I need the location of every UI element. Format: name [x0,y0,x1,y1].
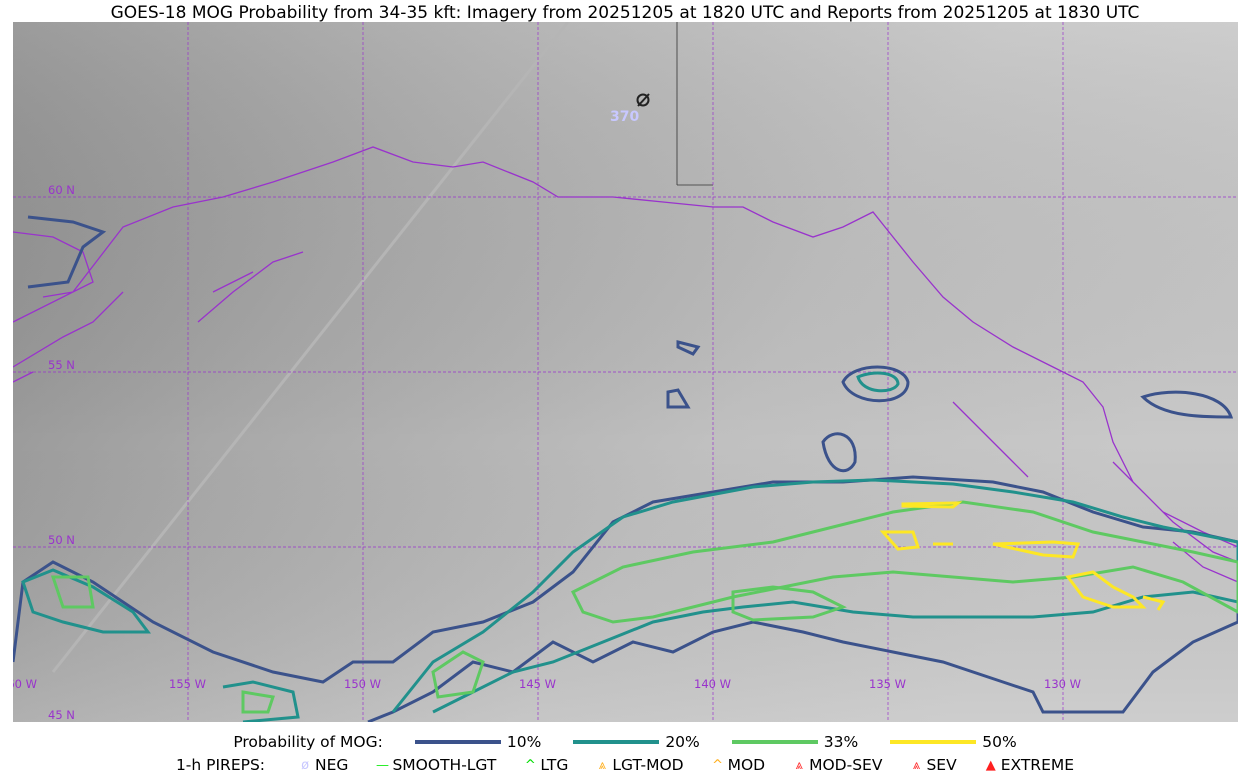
extreme-icon: ▲ [985,757,996,773]
contour-33pct [241,690,275,714]
neg-pirep-icon [636,93,650,107]
contour-50pct [1142,595,1166,611]
legend-label: EXTREME [1000,756,1075,774]
lon-label: 145 W [519,677,556,691]
neg-icon: ø [301,757,310,773]
satellite-map: 370 60 N 55 N 50 N 45 N 160 W 155 W 150 … [13,22,1238,722]
legend-title: 1-h PIREPS: [175,756,266,774]
legend-swatch-10 [414,740,501,744]
legend-label: MOD [727,756,766,774]
legend-label: MOD-SEV [809,756,883,774]
coastline [13,146,1238,583]
lat-label: 45 N [48,708,75,722]
legend-label: SMOOTH-LGT [392,756,497,774]
contour-20pct [391,478,1238,714]
lon-label: 130 W [1044,677,1081,691]
chart-title: GOES-18 MOG Probability from 34-35 kft: … [110,3,1140,23]
contour-10pct [27,215,107,289]
contour-20pct [222,680,300,722]
legend-label: LGT-MOD [612,756,684,774]
contour-10pct [1140,390,1234,419]
contour-10pct [841,365,910,403]
imagery-seam [51,22,570,673]
legend-label: 10% [506,733,542,751]
lon-label: 140 W [694,677,731,691]
legend-swatch-50 [890,740,977,744]
legend-label: SEV [926,756,957,774]
lgt-mod-icon: ⩓ [598,757,607,773]
contour-50pct [1065,570,1147,609]
legend-label: 33% [823,733,859,751]
legend-swatch-33 [731,740,818,744]
contour-33pct [431,650,485,699]
contour-50pct [901,501,963,509]
legend-label: 20% [665,733,700,751]
legend-swatch-20 [573,740,660,744]
pirep-report: 370 [610,93,650,125]
mog-contours [13,215,1238,722]
lon-label: 150 W [344,677,381,691]
contour-10pct [666,340,701,409]
lat-label: 55 N [48,358,75,372]
legend-label: NEG [315,756,349,774]
legend-label: 50% [982,733,1017,751]
mod-icon: ^ [712,757,724,773]
lat-label: 50 N [48,533,75,547]
pirep-legend: 1-h PIREPS: ø NEG — SMOOTH-LGT ^ LTG ⩓ LGT-MOD ^… [0,756,1250,774]
lon-label: 160 W [13,677,37,691]
legend-title: Probability of MOG: [233,733,383,751]
smooth-lgt-icon: — [375,757,389,773]
ltg-icon: ^ [524,757,536,773]
contour-10pct [821,432,857,473]
contour-33pct [570,500,1238,624]
lat-label: 60 N [48,183,75,197]
contour-20pct [856,371,900,393]
mod-sev-icon: ⩓ [795,757,803,773]
lon-label: 135 W [869,677,906,691]
contour-33pct [731,585,847,622]
probability-legend: Probability of MOG: 10% 20% 33% 50% [0,733,1250,751]
report-altitude: 370 [610,109,639,125]
contour-50pct [933,540,1081,559]
contour-50pct [879,530,921,551]
contour-33pct [50,575,95,609]
sev-icon: ⩓ [912,757,921,773]
lon-label: 155 W [169,677,206,691]
legend-label: LTG [540,756,569,774]
